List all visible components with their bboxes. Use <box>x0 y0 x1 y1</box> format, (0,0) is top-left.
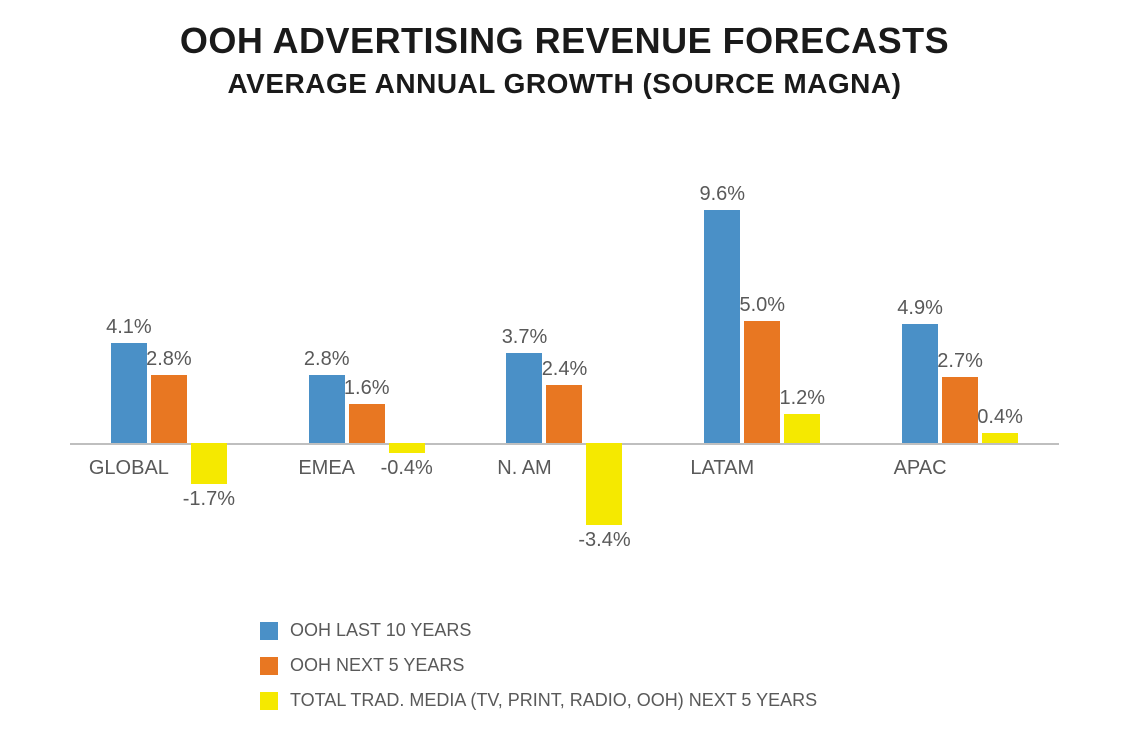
bar-group: 2.8%1.6%-0.4%EMEA <box>268 200 466 540</box>
bars: 9.6%5.0%1.2% <box>704 200 820 540</box>
chart-container: OOH ADVERTISING REVENUE FORECASTS AVERAG… <box>0 0 1129 741</box>
bar-rect <box>586 443 622 526</box>
bar: 1.2% <box>784 200 820 540</box>
bar: -0.4% <box>389 200 425 540</box>
bar-group: 4.1%2.8%-1.7%GLOBAL <box>70 200 268 540</box>
legend-item: OOH NEXT 5 YEARS <box>260 655 1089 676</box>
bar-rect <box>744 321 780 442</box>
bar-value-label: 1.2% <box>742 387 862 410</box>
bar: -3.4% <box>586 200 622 540</box>
bar: 0.4% <box>982 200 1018 540</box>
bar: 2.7% <box>942 200 978 540</box>
category-label: LATAM <box>690 457 754 480</box>
bar-rect <box>982 433 1018 443</box>
legend-label: OOH NEXT 5 YEARS <box>290 655 464 676</box>
bar-rect <box>704 210 740 443</box>
bars: 4.1%2.8%-1.7% <box>111 200 227 540</box>
bar: 2.8% <box>309 200 345 540</box>
bar-value-label: -0.4% <box>347 457 467 480</box>
legend-label: OOH LAST 10 YEARS <box>290 620 471 641</box>
legend: OOH LAST 10 YEARS OOH NEXT 5 YEARS TOTAL T… <box>260 620 1089 711</box>
legend-swatch <box>260 657 278 675</box>
bar-group: 4.9%2.7%0.4%APAC <box>861 200 1059 540</box>
bar-value-label: -3.4% <box>544 529 664 552</box>
bar-value-label: 0.4% <box>940 406 1060 429</box>
chart-title: OOH ADVERTISING REVENUE FORECASTS <box>40 20 1089 62</box>
category-label: EMEA <box>298 457 355 480</box>
bar-rect <box>389 443 425 453</box>
legend-label: TOTAL TRAD. MEDIA (TV, PRINT, RADIO, OOH… <box>290 690 817 711</box>
bar-rect <box>546 385 582 443</box>
plot-area: 4.1%2.8%-1.7%GLOBAL2.8%1.6%-0.4%EMEA3.7%… <box>70 200 1059 540</box>
legend-item: TOTAL TRAD. MEDIA (TV, PRINT, RADIO, OOH… <box>260 690 1089 711</box>
bars: 3.7%2.4%-3.4% <box>506 200 622 540</box>
bar-rect <box>349 404 385 443</box>
bar-rect <box>784 414 820 443</box>
category-label: APAC <box>894 457 947 480</box>
bar-group: 9.6%5.0%1.2%LATAM <box>663 200 861 540</box>
bar: 9.6% <box>704 200 740 540</box>
bar-rect <box>191 443 227 484</box>
bars: 4.9%2.7%0.4% <box>902 200 1018 540</box>
bar-groups: 4.1%2.8%-1.7%GLOBAL2.8%1.6%-0.4%EMEA3.7%… <box>70 200 1059 540</box>
bar: 1.6% <box>349 200 385 540</box>
bar-group: 3.7%2.4%-3.4%N. AM <box>466 200 664 540</box>
bar: -1.7% <box>191 200 227 540</box>
bar-value-label: -1.7% <box>149 488 269 511</box>
bar-rect <box>902 324 938 443</box>
category-label: GLOBAL <box>89 457 169 480</box>
legend-swatch <box>260 692 278 710</box>
legend-item: OOH LAST 10 YEARS <box>260 620 1089 641</box>
bar: 2.4% <box>546 200 582 540</box>
chart-subtitle: AVERAGE ANNUAL GROWTH (SOURCE MAGNA) <box>40 68 1089 100</box>
category-label: N. AM <box>497 457 551 480</box>
legend-swatch <box>260 622 278 640</box>
bars: 2.8%1.6%-0.4% <box>309 200 425 540</box>
bar-rect <box>151 375 187 443</box>
bar: 5.0% <box>744 200 780 540</box>
